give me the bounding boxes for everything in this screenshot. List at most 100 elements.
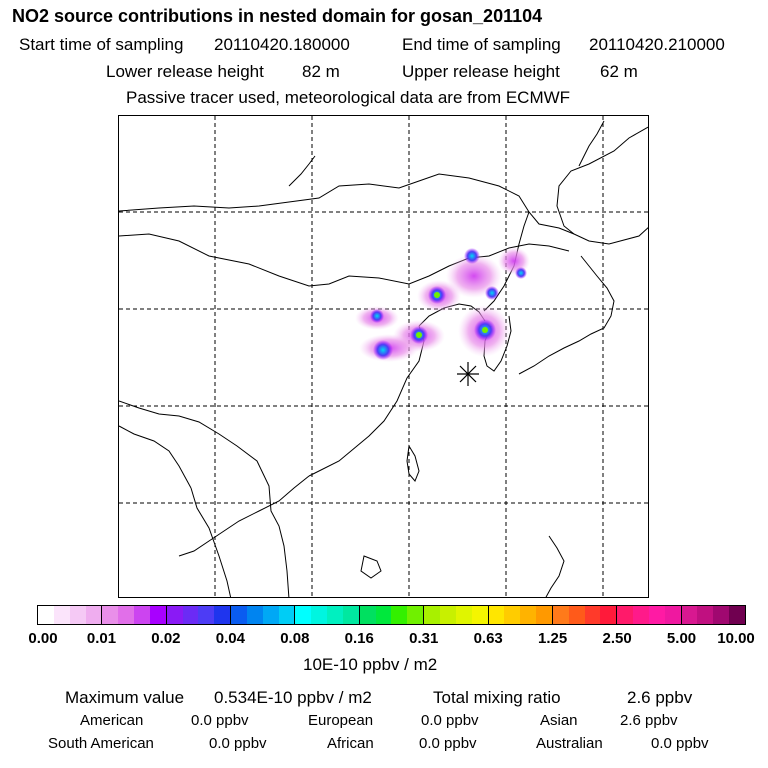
china-east-coast bbox=[308, 325, 425, 477]
hotspot-dalian bbox=[485, 286, 499, 300]
start-time-label: Start time of sampling bbox=[19, 35, 184, 54]
upper-height-value: 62 m bbox=[600, 62, 638, 81]
map-svg bbox=[119, 116, 648, 597]
colorbar-swatch bbox=[69, 606, 86, 624]
colorbar-block-2 bbox=[166, 606, 232, 624]
colorbar-swatch bbox=[440, 606, 456, 624]
colorbar-swatch bbox=[471, 606, 488, 624]
hotspot-jilin bbox=[515, 267, 527, 279]
colorbar-tick-label: 1.25 bbox=[538, 630, 568, 647]
colorbar-block-8 bbox=[552, 606, 618, 624]
region-african-value: 0.0 ppbv bbox=[419, 735, 477, 752]
graticule bbox=[119, 116, 648, 597]
region-south-american-value: 0.0 ppbv bbox=[209, 735, 267, 752]
colorbar-swatch bbox=[166, 606, 183, 624]
colorbar-swatch bbox=[713, 606, 730, 624]
colorbar-block-7 bbox=[488, 606, 553, 624]
colorbar-swatch bbox=[488, 606, 505, 624]
lower-height-label: Lower release height bbox=[106, 62, 264, 81]
no2-plumes bbox=[355, 247, 530, 362]
colorbar-tick-label: 2.50 bbox=[602, 630, 632, 647]
colorbar-tick-label: 0.08 bbox=[280, 630, 310, 647]
start-time-value: 20110420.180000 bbox=[214, 35, 350, 54]
max-value: 0.534E-10 ppbv / m2 bbox=[214, 688, 372, 707]
colorbar-swatch bbox=[118, 606, 135, 624]
colorbar-swatch bbox=[262, 606, 279, 624]
end-time-label: End time of sampling bbox=[402, 35, 561, 54]
total-mixing-value: 2.6 ppbv bbox=[627, 688, 693, 707]
colorbar-swatch bbox=[697, 606, 714, 624]
colorbar-swatch bbox=[295, 606, 312, 624]
total-mixing-label: Total mixing ratio bbox=[433, 688, 561, 707]
hainan bbox=[360, 555, 382, 579]
sakhalin bbox=[578, 120, 605, 167]
colorbar-swatch bbox=[85, 606, 102, 624]
max-value-label: Maximum value bbox=[65, 688, 185, 707]
colorbar-swatch bbox=[278, 606, 295, 624]
colorbar-tick-label: 0.63 bbox=[473, 630, 503, 647]
colorbar-block-10 bbox=[681, 606, 745, 624]
colorbar-swatch bbox=[552, 606, 569, 624]
india-border bbox=[119, 425, 192, 489]
myanmar-border bbox=[190, 487, 232, 597]
region-european-value: 0.0 ppbv bbox=[421, 712, 479, 729]
tibet-border bbox=[119, 400, 290, 597]
colorbar-block-9 bbox=[617, 606, 682, 624]
russia-east-coast bbox=[556, 126, 648, 235]
colorbar-swatch bbox=[520, 606, 537, 624]
colorbar-block-6 bbox=[424, 606, 489, 624]
colorbar-swatch bbox=[407, 606, 424, 624]
region-european-label: European bbox=[308, 712, 374, 729]
colorbar-swatch bbox=[729, 606, 745, 624]
china-south-coast bbox=[178, 475, 310, 557]
colorbar-tick-label: 0.02 bbox=[151, 630, 181, 647]
colorbar-swatch bbox=[648, 606, 665, 624]
colorbar-swatch bbox=[182, 606, 199, 624]
hotspot-core-3 bbox=[416, 332, 422, 338]
end-time-value: 20110420.210000 bbox=[589, 35, 725, 54]
colorbar-swatch bbox=[246, 606, 263, 624]
colorbar-swatch bbox=[617, 606, 634, 624]
colorbar-swatch bbox=[568, 606, 585, 624]
hotspot-hebei bbox=[373, 340, 393, 360]
lower-height-value: 82 m bbox=[302, 62, 340, 81]
region-african-label: African bbox=[327, 735, 374, 752]
colorbar-block-1 bbox=[102, 606, 167, 624]
colorbar-swatch bbox=[214, 606, 231, 624]
tracer-note: Passive tracer used, meteorological data… bbox=[126, 88, 571, 107]
region-asian-value: 2.6 ppbv bbox=[620, 712, 678, 729]
region-asian-label: Asian bbox=[540, 712, 578, 729]
colorbar-swatch bbox=[231, 606, 247, 624]
colorbar bbox=[37, 605, 746, 625]
hotspot-core-2 bbox=[482, 327, 488, 333]
colorbar-swatch bbox=[664, 606, 681, 624]
colorbar-swatch bbox=[311, 606, 328, 624]
colorbar-tick-label: 0.31 bbox=[409, 630, 439, 647]
region-australian-value: 0.0 ppbv bbox=[651, 735, 709, 752]
coastline-borders bbox=[119, 120, 648, 597]
colorbar-block-4 bbox=[295, 606, 360, 624]
colorbar-swatch bbox=[102, 606, 119, 624]
colorbar-block-3 bbox=[231, 606, 296, 624]
hotspot-beijing bbox=[370, 309, 384, 323]
mongolia-border bbox=[119, 173, 648, 245]
colorbar-block-0 bbox=[38, 606, 103, 624]
colorbar-tick-label: 0.04 bbox=[215, 630, 245, 647]
colorbar-swatch bbox=[342, 606, 359, 624]
region-american-value: 0.0 ppbv bbox=[191, 712, 249, 729]
region-australian-label: Australian bbox=[536, 735, 603, 752]
map-panel bbox=[118, 115, 649, 598]
colorbar-swatch bbox=[455, 606, 472, 624]
colorbar-unit: 10E-10 ppbv / m2 bbox=[303, 655, 438, 674]
colorbar-swatch bbox=[600, 606, 617, 624]
colorbar-swatch bbox=[149, 606, 166, 624]
lake-baikal bbox=[288, 155, 316, 187]
colorbar-swatch bbox=[584, 606, 601, 624]
colorbar-swatch bbox=[391, 606, 408, 624]
colorbar-tick-label: 10.00 bbox=[717, 630, 755, 647]
colorbar-swatch bbox=[359, 606, 376, 624]
colorbar-swatch bbox=[424, 606, 440, 624]
hotspot-harbin bbox=[464, 248, 480, 264]
region-american-label: American bbox=[80, 712, 144, 729]
colorbar-swatch bbox=[681, 606, 698, 624]
